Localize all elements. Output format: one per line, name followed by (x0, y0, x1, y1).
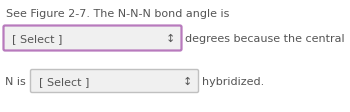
Text: ↕: ↕ (166, 34, 175, 44)
FancyBboxPatch shape (4, 26, 182, 51)
FancyBboxPatch shape (30, 70, 198, 93)
Text: [ Select ]: [ Select ] (39, 76, 89, 86)
Text: ↕: ↕ (183, 76, 192, 86)
Text: degrees because the central: degrees because the central (185, 34, 345, 44)
Text: hybridized.: hybridized. (202, 76, 264, 86)
Text: N is: N is (5, 76, 26, 86)
Text: See Figure 2-7. The N-N-N bond angle is: See Figure 2-7. The N-N-N bond angle is (6, 9, 229, 19)
Text: [ Select ]: [ Select ] (12, 34, 62, 44)
